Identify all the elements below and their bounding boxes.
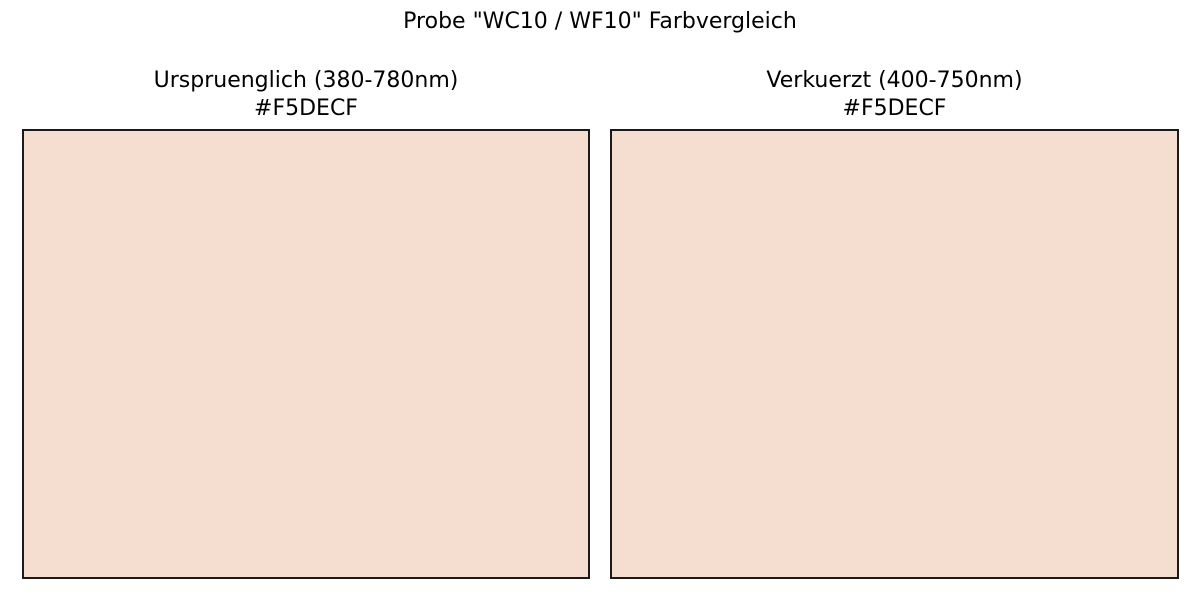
panel-title-shortened: Verkuerzt (400-750nm) #F5DECF [610,67,1179,123]
figure-title: Probe "WC10 / WF10" Farbvergleich [403,9,797,34]
panel-hex-label: #F5DECF [254,96,358,121]
color-swatch-original [22,129,590,579]
panel-hex-label: #F5DECF [842,96,947,121]
panel-range-label: Verkuerzt (400-750nm) [766,68,1023,93]
color-swatch-shortened [610,129,1179,579]
panel-range-label: Urspruenglich (380-780nm) [153,68,459,93]
panel-title-original: Urspruenglich (380-780nm) #F5DECF [22,67,590,123]
